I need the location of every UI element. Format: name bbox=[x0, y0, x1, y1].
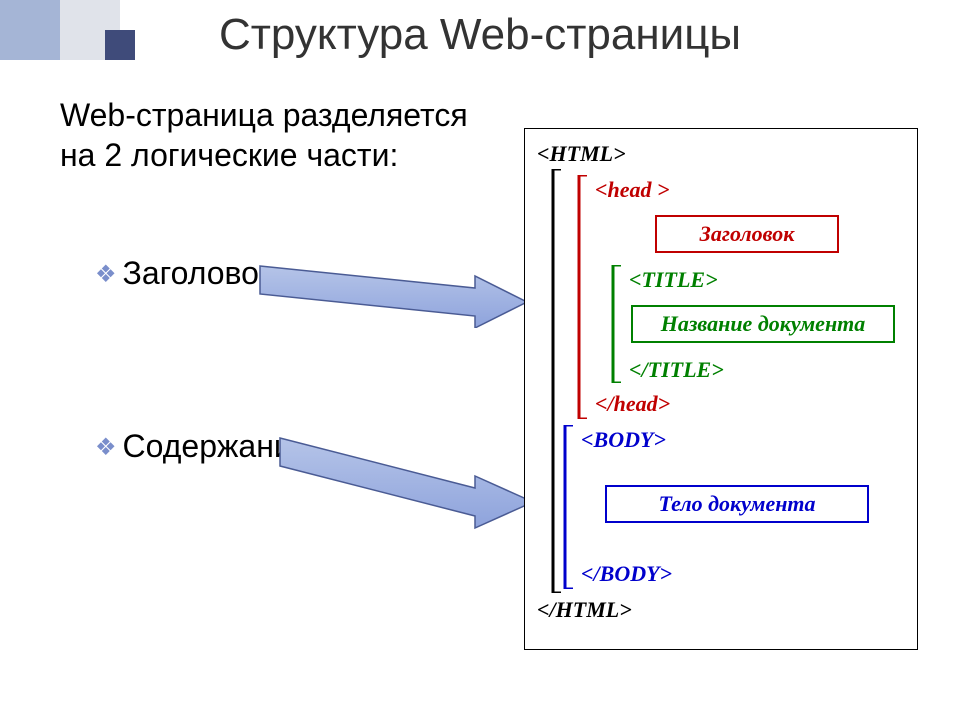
bullet-content-label: Содержани bbox=[123, 428, 292, 465]
box-doc-name: Название документа bbox=[631, 305, 895, 343]
bullet-header-label: Заголово bbox=[123, 255, 259, 292]
arrow-content bbox=[275, 420, 545, 530]
slide-title: Структура Web-страницы bbox=[0, 10, 960, 60]
tag-html-open: <HTML> bbox=[537, 141, 626, 167]
arrow-header bbox=[255, 248, 535, 328]
bullet-content: ❖ Содержани bbox=[95, 428, 292, 465]
tag-head-close: </head> bbox=[595, 391, 670, 417]
tag-html-close: </HTML> bbox=[537, 597, 632, 623]
intro-text: Web-страница разделяется на 2 логические… bbox=[60, 95, 480, 175]
diamond-icon: ❖ bbox=[95, 433, 117, 462]
box-header: Заголовок bbox=[655, 215, 839, 253]
bracket-body bbox=[563, 425, 577, 589]
diamond-icon: ❖ bbox=[95, 260, 117, 289]
tag-body-close: </BODY> bbox=[581, 561, 672, 587]
tag-title-close: </TITLE> bbox=[629, 357, 724, 383]
box-body: Тело документа bbox=[605, 485, 869, 523]
tag-body-open: <BODY> bbox=[581, 427, 666, 453]
tag-title-open: <TITLE> bbox=[629, 267, 718, 293]
bracket-head bbox=[577, 175, 591, 419]
tag-head-open: <head > bbox=[595, 177, 670, 203]
bullet-header: ❖ Заголово bbox=[95, 255, 259, 292]
bracket-title bbox=[611, 265, 625, 383]
html-structure-diagram: <HTML> <head > Заголовок <TITLE> Названи… bbox=[524, 128, 918, 650]
